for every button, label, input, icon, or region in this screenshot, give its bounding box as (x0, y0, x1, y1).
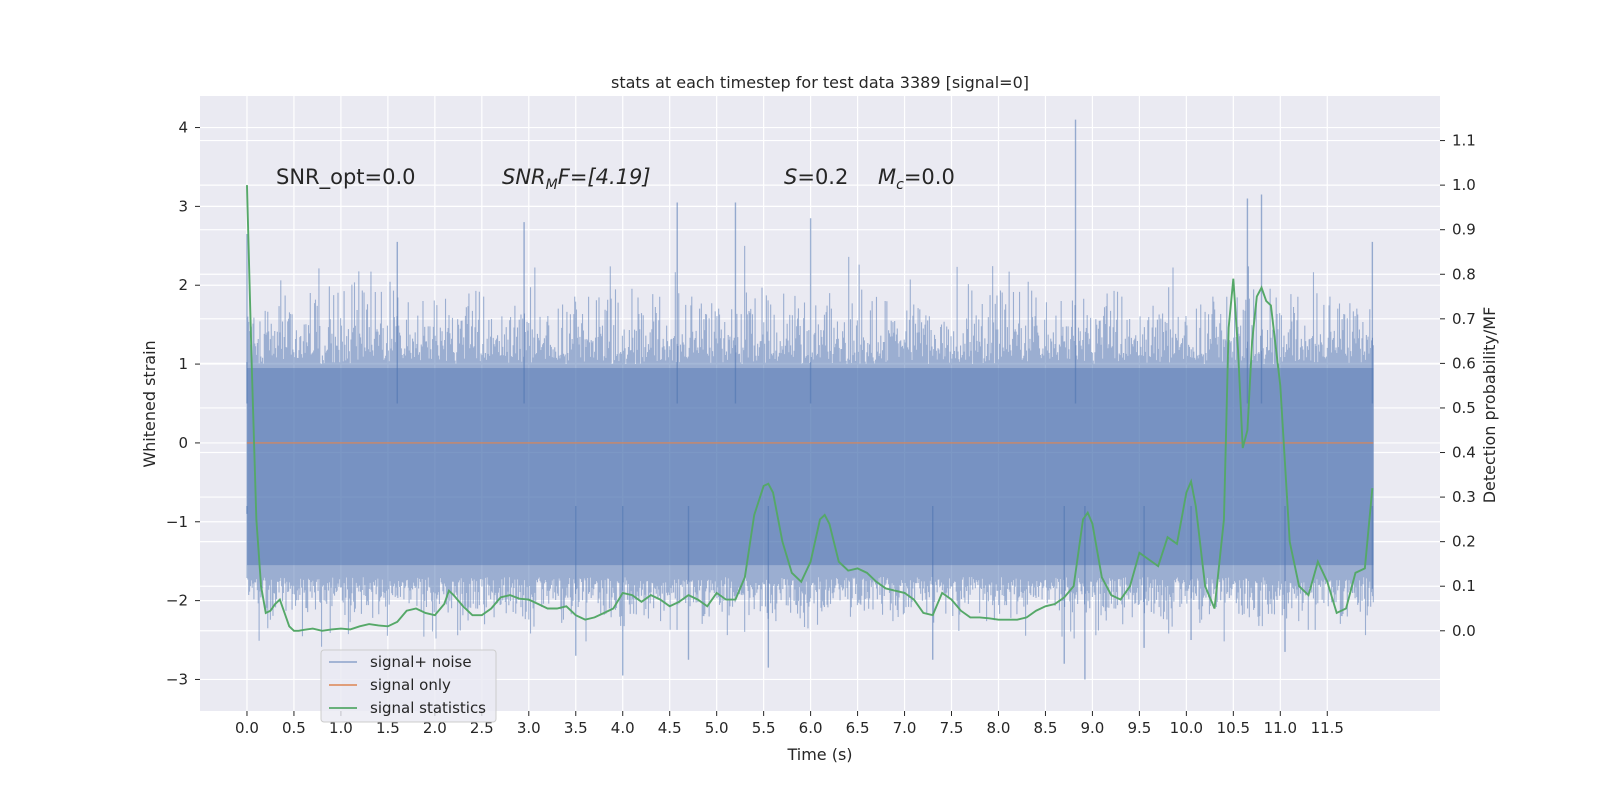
x-tick-label: 5.5 (752, 719, 776, 737)
y2-tick-label: 1.0 (1452, 176, 1476, 194)
y2-tick-label: 0.1 (1452, 577, 1476, 595)
x-tick-label: 2.0 (423, 719, 447, 737)
x-tick-label: 1.5 (376, 719, 400, 737)
y2-tick-label: 0.8 (1452, 265, 1476, 283)
chart-title: stats at each timestep for test data 338… (611, 73, 1029, 92)
x-tick-label: 0.5 (282, 719, 306, 737)
x-tick-label: 6.0 (799, 719, 823, 737)
mc-subscript: c (896, 177, 904, 193)
x-tick-label: 0.0 (235, 719, 259, 737)
x-tick-label: 10.0 (1170, 719, 1203, 737)
y2-tick-label: 0.9 (1452, 221, 1476, 239)
y-tick-label: 4 (178, 119, 188, 137)
x-tick-label: 1.0 (329, 719, 353, 737)
x-tick-label: 9.5 (1127, 719, 1151, 737)
snr-mf-value: F=[4.19] (558, 165, 651, 189)
x-tick-label: 8.0 (987, 719, 1011, 737)
y2-axis-label: Detection probability/MF (1480, 307, 1499, 504)
y2-axis: 0.0 0.1 0.2 0.3 0.4 0.5 0.6 0.7 0.8 0.9 1.0 1.1 (1440, 132, 1476, 640)
x-tick-label: 11.5 (1311, 719, 1344, 737)
x-tick-label: 8.5 (1034, 719, 1058, 737)
y-tick-label: −3 (166, 670, 188, 688)
y-axis-label: Whitened strain (140, 340, 159, 467)
x-tick-label: 4.5 (658, 719, 682, 737)
x-tick-label: 11.0 (1264, 719, 1297, 737)
y-tick-label: 0 (178, 434, 188, 452)
s-value: =0.2 (797, 165, 848, 189)
y-tick-label: 2 (178, 276, 188, 294)
snr-mf-subscript: M (546, 177, 558, 193)
x-tick-label: 5.0 (705, 719, 729, 737)
x-axis: 0.0 0.5 1.0 1.5 2.0 2.5 3.0 3.5 4.0 4.5 5.0 5.5 6.0 6… (235, 711, 1344, 737)
y-tick-label: 1 (178, 355, 188, 373)
legend-label-signal-statistics: signal statistics (370, 699, 486, 717)
y2-tick-label: 0.5 (1452, 399, 1476, 417)
x-tick-label: 3.0 (517, 719, 541, 737)
x-tick-label: 7.5 (940, 719, 964, 737)
y-tick-label: −1 (166, 513, 188, 531)
x-tick-label: 7.0 (893, 719, 917, 737)
x-tick-label: 9.0 (1080, 719, 1104, 737)
y2-tick-label: 0.4 (1452, 444, 1476, 462)
annotation-snr-mf: SNRMF=[4.19] (502, 165, 651, 193)
y2-tick-label: 0.7 (1452, 310, 1476, 328)
y2-tick-label: 0.2 (1452, 533, 1476, 551)
y-axis: −3 −2 −1 0 1 2 3 4 (166, 119, 200, 688)
legend-label-signal-noise: signal+ noise (370, 653, 472, 671)
x-tick-label: 10.5 (1217, 719, 1250, 737)
x-axis-label: Time (s) (786, 745, 852, 764)
y2-tick-label: 0.0 (1452, 622, 1476, 640)
legend-label-signal-only: signal only (370, 676, 451, 694)
y2-tick-label: 0.3 (1452, 488, 1476, 506)
y2-tick-label: 0.6 (1452, 354, 1476, 372)
s-symbol: S (784, 165, 797, 189)
mc-symbol: M (878, 165, 896, 189)
annotation-mc: Mc=0.0 (878, 165, 955, 193)
x-tick-label: 2.5 (470, 719, 494, 737)
annotation-s: S=0.2 (784, 165, 848, 189)
x-tick-label: 4.0 (611, 719, 635, 737)
signal-noise-series (246, 119, 1374, 680)
annotation-snr-opt: SNR_opt=0.0 (276, 165, 416, 190)
mc-value: =0.0 (904, 165, 955, 189)
y-tick-label: 3 (178, 197, 188, 215)
line-series (246, 185, 1374, 632)
x-tick-label: 6.5 (846, 719, 870, 737)
y2-tick-label: 1.1 (1452, 132, 1476, 150)
snr-mf-symbol: SNR (502, 165, 546, 189)
x-tick-label: 3.5 (564, 719, 588, 737)
signal-statistics-line (246, 185, 1374, 632)
y-tick-label: −2 (166, 592, 188, 610)
legend-box (320, 649, 497, 723)
legend: signal+ noise signal only signal statist… (320, 649, 497, 723)
